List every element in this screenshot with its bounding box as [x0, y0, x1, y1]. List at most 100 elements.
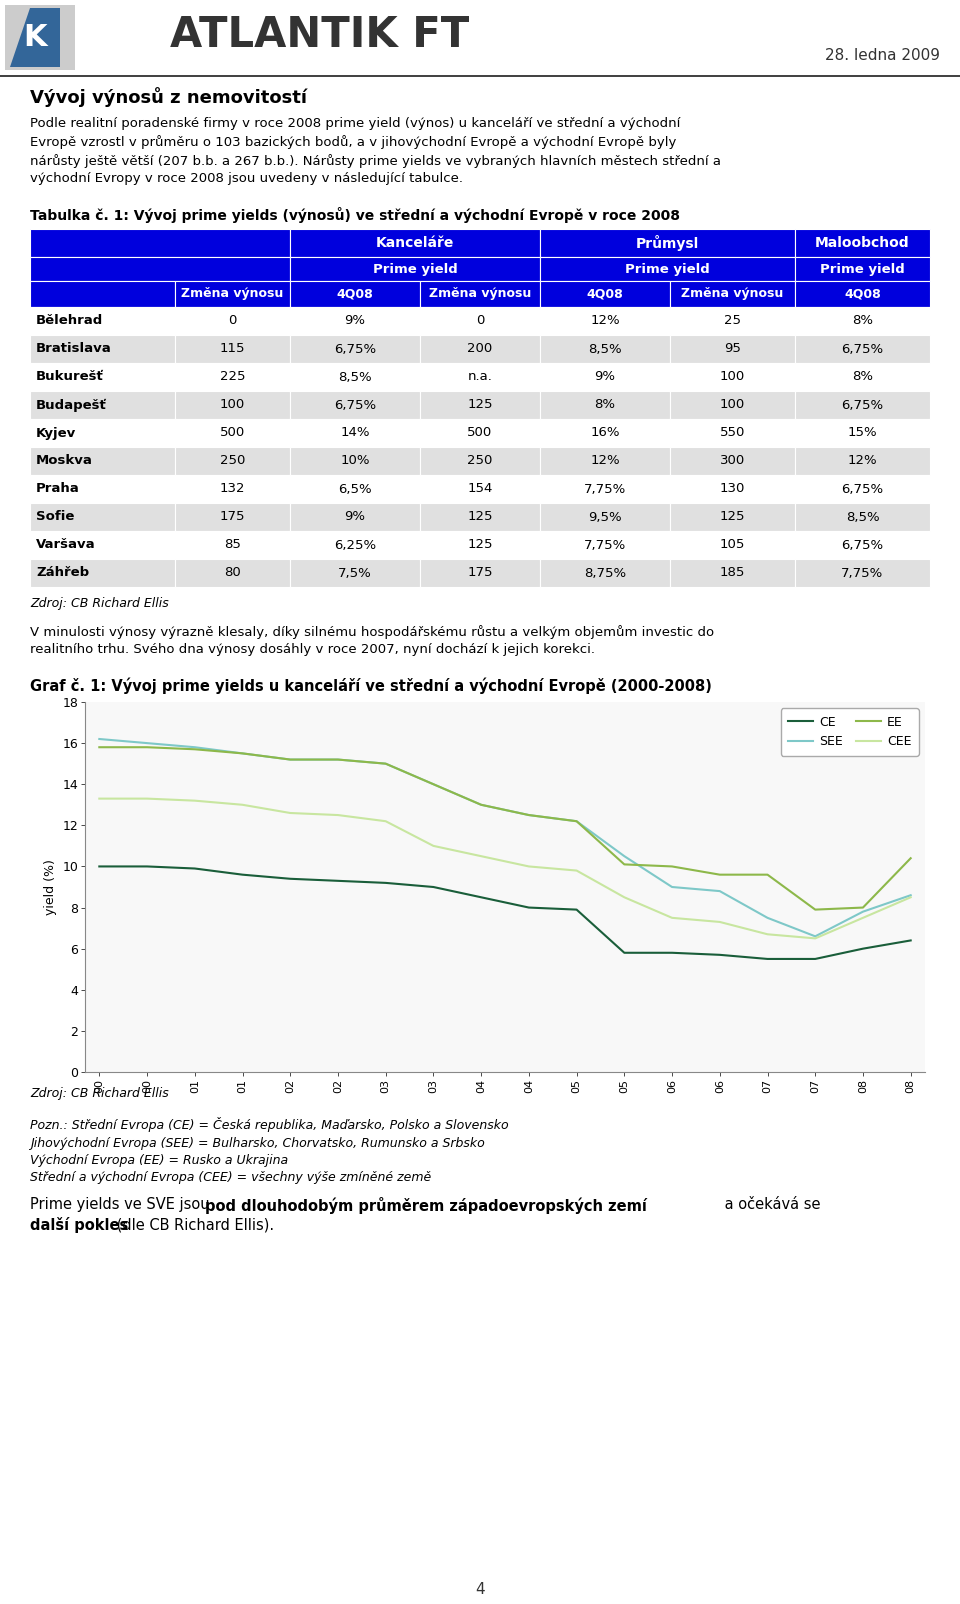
- Text: Změna výnosu: Změna výnosu: [181, 287, 283, 300]
- Text: (dle CB Richard Ellis).: (dle CB Richard Ellis).: [112, 1217, 275, 1232]
- Text: 8,5%: 8,5%: [846, 510, 879, 523]
- Bar: [420, 531, 540, 560]
- Text: 12%: 12%: [848, 454, 877, 467]
- Text: Zdroj: CB Richard Ellis: Zdroj: CB Richard Ellis: [30, 1088, 169, 1100]
- Text: 500: 500: [468, 427, 492, 439]
- Bar: [795, 281, 930, 306]
- Bar: [795, 560, 930, 587]
- Bar: [175, 475, 290, 504]
- Text: 16%: 16%: [590, 427, 620, 439]
- Text: 125: 125: [468, 398, 492, 412]
- Text: 0: 0: [476, 314, 484, 327]
- Text: 8%: 8%: [594, 398, 615, 412]
- Text: 250: 250: [468, 454, 492, 467]
- Text: 6,75%: 6,75%: [841, 539, 883, 552]
- Bar: [175, 448, 290, 475]
- Bar: [670, 335, 795, 363]
- Text: 130: 130: [720, 483, 745, 496]
- Bar: [290, 391, 420, 419]
- Bar: [795, 419, 930, 448]
- Text: 175: 175: [468, 566, 492, 579]
- Text: 200: 200: [468, 343, 492, 356]
- Text: Vývoj výnosů z nemovitostí: Vývoj výnosů z nemovitostí: [30, 87, 307, 107]
- Text: 9%: 9%: [345, 510, 366, 523]
- Text: 125: 125: [468, 510, 492, 523]
- Text: Tabulka č. 1: Vývoj prime yields (výnosů) ve střední a východní Evropě v roce 20: Tabulka č. 1: Vývoj prime yields (výnosů…: [30, 207, 680, 223]
- Bar: [420, 335, 540, 363]
- Bar: [30, 281, 175, 306]
- Bar: [30, 448, 175, 475]
- Text: 100: 100: [220, 398, 245, 412]
- Bar: [795, 306, 930, 335]
- Text: 8%: 8%: [852, 314, 873, 327]
- Bar: [290, 229, 540, 257]
- Bar: [795, 475, 930, 504]
- Text: Změna výnosu: Změna výnosu: [682, 287, 783, 300]
- Bar: [420, 281, 540, 306]
- Text: ATLANTIK FT: ATLANTIK FT: [170, 14, 469, 56]
- Bar: [175, 391, 290, 419]
- Bar: [290, 363, 420, 391]
- Bar: [670, 531, 795, 560]
- Bar: [795, 531, 930, 560]
- Text: Praha: Praha: [36, 483, 80, 496]
- Text: 132: 132: [220, 483, 245, 496]
- Bar: [540, 281, 670, 306]
- Bar: [540, 257, 795, 281]
- Text: 300: 300: [720, 454, 745, 467]
- Text: Kyjev: Kyjev: [36, 427, 76, 439]
- Bar: [420, 448, 540, 475]
- Bar: [290, 560, 420, 587]
- Text: 100: 100: [720, 398, 745, 412]
- Bar: [175, 335, 290, 363]
- Text: 28. ledna 2009: 28. ledna 2009: [825, 48, 940, 63]
- Bar: [175, 504, 290, 531]
- Text: 12%: 12%: [590, 314, 620, 327]
- Text: 6,75%: 6,75%: [841, 483, 883, 496]
- Bar: [670, 419, 795, 448]
- Bar: [290, 504, 420, 531]
- Bar: [30, 531, 175, 560]
- Text: Prime yields ve SVE jsou: Prime yields ve SVE jsou: [30, 1197, 214, 1213]
- Text: 4Q08: 4Q08: [587, 287, 623, 300]
- Bar: [30, 419, 175, 448]
- Text: Graf č. 1: Vývoj prime yields u kanceláří ve střední a východní Evropě (2000-200: Graf č. 1: Vývoj prime yields u kancelář…: [30, 677, 712, 693]
- Bar: [795, 391, 930, 419]
- Bar: [795, 335, 930, 363]
- Text: Kanceláře: Kanceláře: [375, 236, 454, 250]
- Bar: [420, 306, 540, 335]
- Bar: [670, 560, 795, 587]
- Bar: [175, 281, 290, 306]
- Text: 6,75%: 6,75%: [841, 343, 883, 356]
- Bar: [30, 560, 175, 587]
- Text: Budapešť: Budapešť: [36, 398, 107, 412]
- Text: 6,75%: 6,75%: [334, 343, 376, 356]
- Text: 15%: 15%: [848, 427, 877, 439]
- Text: pod dlouhodobým průměrem západoevropských zemí: pod dlouhodobým průměrem západoevropskýc…: [205, 1197, 647, 1214]
- Text: Záhřeb: Záhřeb: [36, 566, 89, 579]
- Bar: [290, 531, 420, 560]
- Bar: [795, 504, 930, 531]
- Text: 250: 250: [220, 454, 245, 467]
- Bar: [420, 419, 540, 448]
- Text: 154: 154: [468, 483, 492, 496]
- Text: Zdroj: CB Richard Ellis: Zdroj: CB Richard Ellis: [30, 597, 169, 610]
- Bar: [540, 504, 670, 531]
- Y-axis label: yield (%): yield (%): [43, 860, 57, 914]
- Text: n.a.: n.a.: [468, 371, 492, 383]
- Text: Podle realitní poradenské firmy v roce 2008 prime yield (výnos) u kanceláří ve s: Podle realitní poradenské firmy v roce 2…: [30, 117, 721, 186]
- Text: další pokles: další pokles: [30, 1217, 129, 1233]
- Text: 4Q08: 4Q08: [337, 287, 373, 300]
- Bar: [670, 281, 795, 306]
- Bar: [420, 560, 540, 587]
- Bar: [420, 475, 540, 504]
- Text: 6,25%: 6,25%: [334, 539, 376, 552]
- Bar: [540, 419, 670, 448]
- Text: 10%: 10%: [340, 454, 370, 467]
- Text: 225: 225: [220, 371, 245, 383]
- Bar: [290, 419, 420, 448]
- Text: 14%: 14%: [340, 427, 370, 439]
- Text: 500: 500: [220, 427, 245, 439]
- Text: Prime yield: Prime yield: [372, 263, 457, 276]
- Text: 6,75%: 6,75%: [841, 398, 883, 412]
